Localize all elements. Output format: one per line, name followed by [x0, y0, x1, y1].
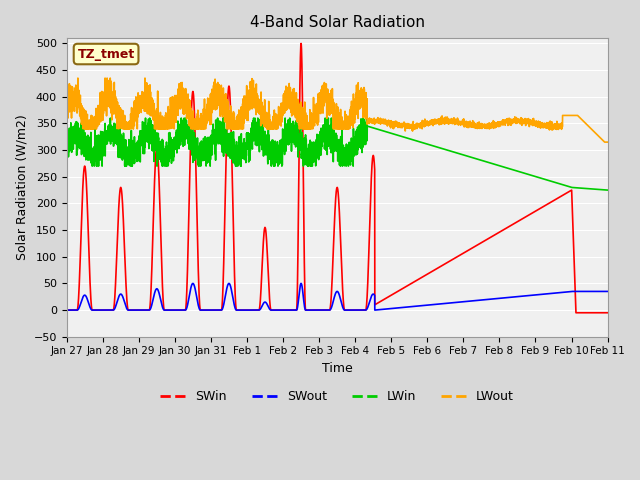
Title: 4-Band Solar Radiation: 4-Band Solar Radiation: [250, 15, 424, 30]
Legend: SWin, SWout, LWin, LWout: SWin, SWout, LWin, LWout: [156, 385, 519, 408]
X-axis label: Time: Time: [322, 362, 353, 375]
Text: TZ_tmet: TZ_tmet: [77, 48, 135, 60]
Y-axis label: Solar Radiation (W/m2): Solar Radiation (W/m2): [15, 115, 28, 260]
